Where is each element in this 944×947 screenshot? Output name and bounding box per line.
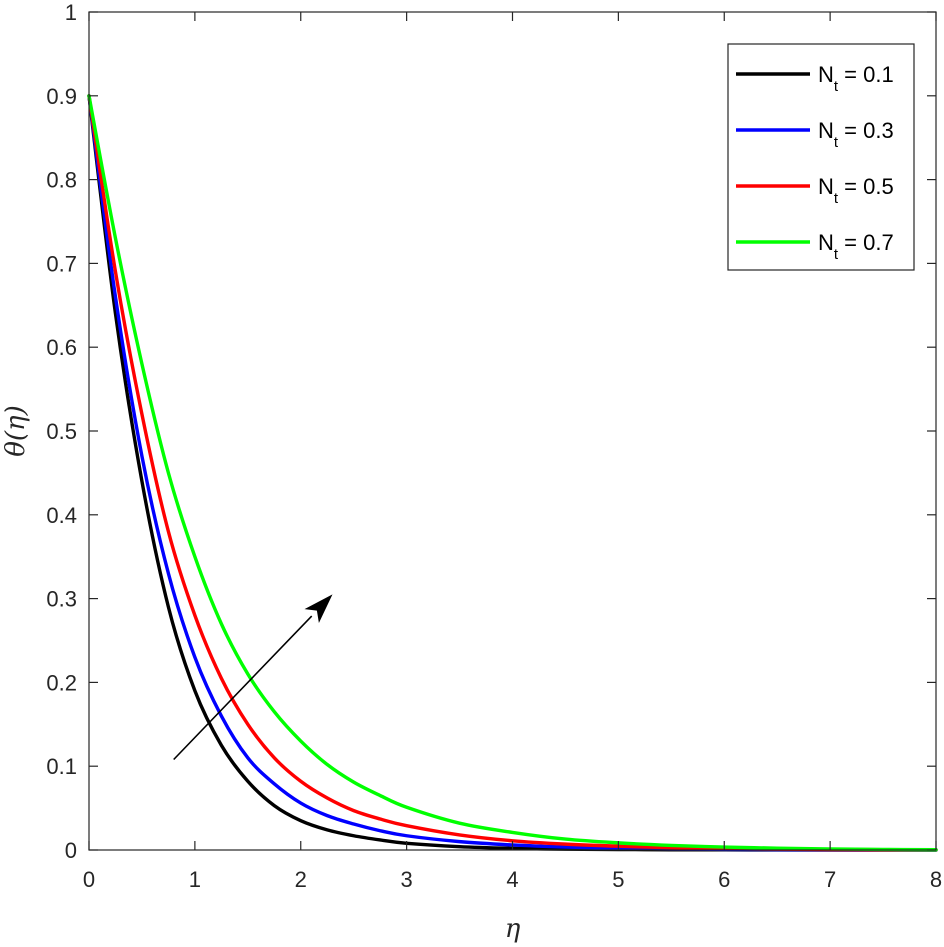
legend-label-subscript: t (834, 134, 839, 151)
legend-label-4: Nt = 0.7 (818, 230, 894, 263)
x-tick-label: 1 (189, 867, 201, 892)
legend-label-main: N (818, 230, 834, 255)
y-tick-label: 0 (65, 838, 77, 863)
legend-label-main: N (818, 174, 834, 199)
y-tick-label: 0.4 (46, 503, 77, 528)
x-tick-label: 3 (401, 867, 413, 892)
x-axis-title: η (505, 914, 521, 944)
x-tick-label: 8 (930, 867, 942, 892)
legend-label-subscript: t (834, 190, 839, 207)
legend-label-3: Nt = 0.5 (818, 174, 894, 207)
y-tick-label: 0.8 (46, 168, 77, 193)
legend-label-1: Nt = 0.1 (818, 62, 894, 95)
y-tick-label: 0.3 (46, 587, 77, 612)
legend-box (727, 43, 915, 271)
legend: Nt = 0.1Nt = 0.3Nt = 0.5Nt = 0.7 (727, 43, 915, 271)
legend-label-subscript: t (834, 246, 839, 263)
x-tick-label: 2 (295, 867, 307, 892)
y-axis-title: θ(η) (1, 405, 31, 457)
legend-label-value: = 0.7 (838, 230, 894, 255)
legend-label-value: = 0.1 (838, 62, 894, 87)
annotation-arrow-head (304, 594, 333, 623)
legend-label-value: = 0.5 (838, 174, 894, 199)
x-tick-label: 4 (506, 867, 518, 892)
y-tick-label: 0.2 (46, 670, 77, 695)
legend-label-subscript: t (834, 78, 839, 95)
x-tick-label: 7 (824, 867, 836, 892)
annotation-arrow-shaft (173, 615, 313, 761)
x-tick-label: 0 (83, 867, 95, 892)
legend-label-value: = 0.3 (838, 118, 894, 143)
legend-label-2: Nt = 0.3 (818, 118, 894, 151)
y-tick-label: 1 (65, 0, 77, 25)
y-tick-label: 0.9 (46, 84, 77, 109)
y-tick-label: 0.7 (46, 251, 77, 276)
y-tick-label: 0.5 (46, 419, 77, 444)
legend-label-main: N (818, 62, 834, 87)
y-tick-label: 0.6 (46, 335, 77, 360)
x-tick-label: 6 (718, 867, 730, 892)
y-tick-label: 0.1 (46, 754, 77, 779)
x-tick-label: 5 (612, 867, 624, 892)
legend-label-main: N (818, 118, 834, 143)
